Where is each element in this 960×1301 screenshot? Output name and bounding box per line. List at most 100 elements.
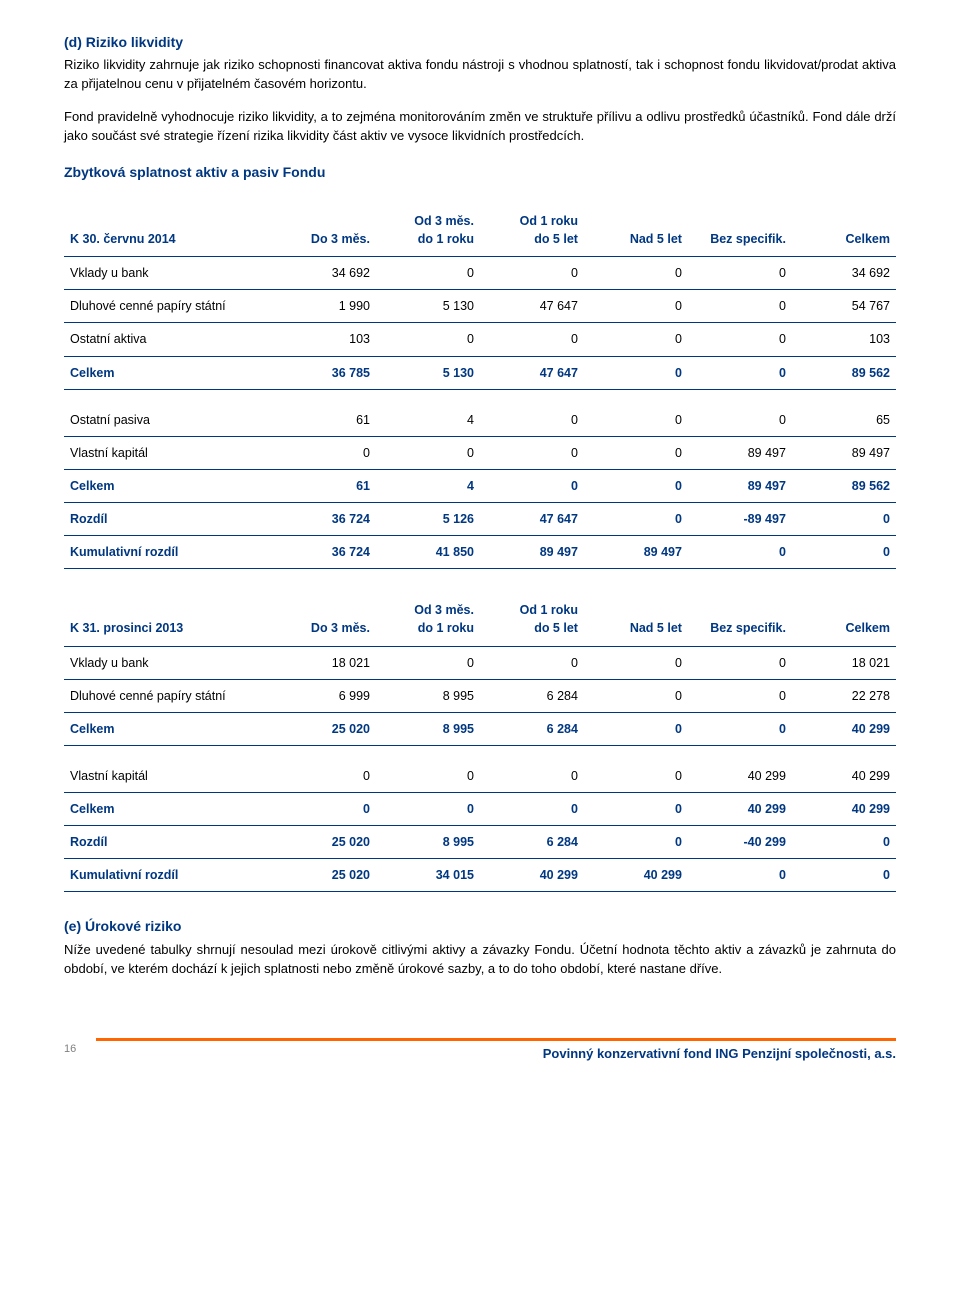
row-value: 0 [688,679,792,712]
row-value: 40 299 [688,760,792,793]
row-value: 0 [480,404,584,437]
row-value: 8 995 [376,679,480,712]
row-value: 0 [376,257,480,290]
row-value: 25 020 [272,826,376,859]
table-row: Rozdíl25 0208 9956 2840-40 2990 [64,826,896,859]
row-value: 6 999 [272,679,376,712]
row-value: 0 [376,436,480,469]
row-value: 0 [688,536,792,569]
table-row: Celkem000040 29940 299 [64,793,896,826]
row-value: 34 692 [792,257,896,290]
row-value: 0 [688,290,792,323]
col-bezspec: Bez specifik. [688,204,792,257]
row-value: 0 [584,469,688,502]
col2-bezspec: Bez specifik. [688,593,792,646]
row-value: 103 [792,323,896,356]
footer-text: Povinný konzervativní fond ING Penzijní … [96,1045,896,1064]
row-value: 0 [584,503,688,536]
table1-title: K 30. červnu 2014 [64,204,272,257]
row-label: Vlastní kapitál [64,760,272,793]
col2-do3mes: Do 3 měs. [272,593,376,646]
row-value: 89 497 [688,469,792,502]
footer-accent-line [96,1038,896,1041]
row-label: Celkem [64,356,272,389]
maturity-table-2013: K 31. prosinci 2013 Do 3 měs. Od 3 měs.d… [64,593,896,892]
row-value: 0 [272,436,376,469]
table-row: Kumulativní rozdíl25 02034 01540 29940 2… [64,859,896,892]
row-label: Dluhové cenné papíry státní [64,679,272,712]
section-d-para-1: Riziko likvidity zahrnuje jak riziko sch… [64,56,896,94]
col2-celkem: Celkem [792,593,896,646]
section-d-para-2: Fond pravidelně vyhodnocuje riziko likvi… [64,108,896,146]
table-row: Celkem25 0208 9956 2840040 299 [64,712,896,745]
row-value: 0 [584,760,688,793]
table-row: Ostatní pasiva61400065 [64,404,896,437]
section-d-subheading: Zbytková splatnost aktiv a pasiv Fondu [64,162,896,182]
row-value: 89 562 [792,356,896,389]
table-row: Celkem6140089 49789 562 [64,469,896,502]
row-value: -40 299 [688,826,792,859]
row-value: 34 692 [272,257,376,290]
page-footer: 16 Povinný konzervativní fond ING Penzij… [64,1038,896,1064]
row-value: 0 [584,436,688,469]
row-value: 5 130 [376,356,480,389]
row-value: 34 015 [376,859,480,892]
table-row: Vklady u bank18 021000018 021 [64,646,896,679]
row-value: 89 497 [480,536,584,569]
row-value: 0 [792,503,896,536]
row-value: -89 497 [688,503,792,536]
row-value: 40 299 [792,712,896,745]
row-value: 36 724 [272,503,376,536]
table-row: Rozdíl36 7245 12647 6470-89 4970 [64,503,896,536]
row-value: 4 [376,404,480,437]
row-value: 36 724 [272,536,376,569]
row-label: Rozdíl [64,503,272,536]
row-value: 0 [480,257,584,290]
row-label: Kumulativní rozdíl [64,536,272,569]
row-value: 0 [584,793,688,826]
row-value: 47 647 [480,356,584,389]
row-label: Ostatní pasiva [64,404,272,437]
row-value: 25 020 [272,859,376,892]
row-value: 0 [480,469,584,502]
row-label: Celkem [64,469,272,502]
row-value: 89 497 [688,436,792,469]
row-value: 40 299 [584,859,688,892]
row-value: 0 [376,646,480,679]
row-value: 0 [584,356,688,389]
col-nad5let: Nad 5 let [584,204,688,257]
table-row: Dluhové cenné papíry státní6 9998 9956 2… [64,679,896,712]
table2-body: Vklady u bank18 021000018 021Dluhové cen… [64,646,896,892]
row-value: 103 [272,323,376,356]
row-value: 5 126 [376,503,480,536]
row-value: 0 [480,323,584,356]
row-label: Vlastní kapitál [64,436,272,469]
row-value: 18 021 [272,646,376,679]
row-value: 6 284 [480,712,584,745]
row-value: 0 [792,536,896,569]
row-value: 0 [584,679,688,712]
row-value: 8 995 [376,712,480,745]
row-value: 89 497 [792,436,896,469]
row-value: 0 [688,257,792,290]
col-celkem: Celkem [792,204,896,257]
row-value: 0 [584,290,688,323]
row-label: Kumulativní rozdíl [64,859,272,892]
row-value: 18 021 [792,646,896,679]
table2-title: K 31. prosinci 2013 [64,593,272,646]
row-value: 4 [376,469,480,502]
row-value: 0 [584,257,688,290]
row-value: 89 562 [792,469,896,502]
row-value: 0 [688,323,792,356]
row-value: 36 785 [272,356,376,389]
row-label: Celkem [64,712,272,745]
row-value: 22 278 [792,679,896,712]
row-value: 0 [688,404,792,437]
table-row: Vklady u bank34 692000034 692 [64,257,896,290]
row-value: 0 [376,760,480,793]
col-od3mes: Od 3 měs.do 1 roku [376,204,480,257]
table-row: Vlastní kapitál000040 29940 299 [64,760,896,793]
col2-od3mes: Od 3 měs.do 1 roku [376,593,480,646]
section-e-title: (e) Úrokové riziko [64,916,896,936]
row-value: 0 [584,826,688,859]
